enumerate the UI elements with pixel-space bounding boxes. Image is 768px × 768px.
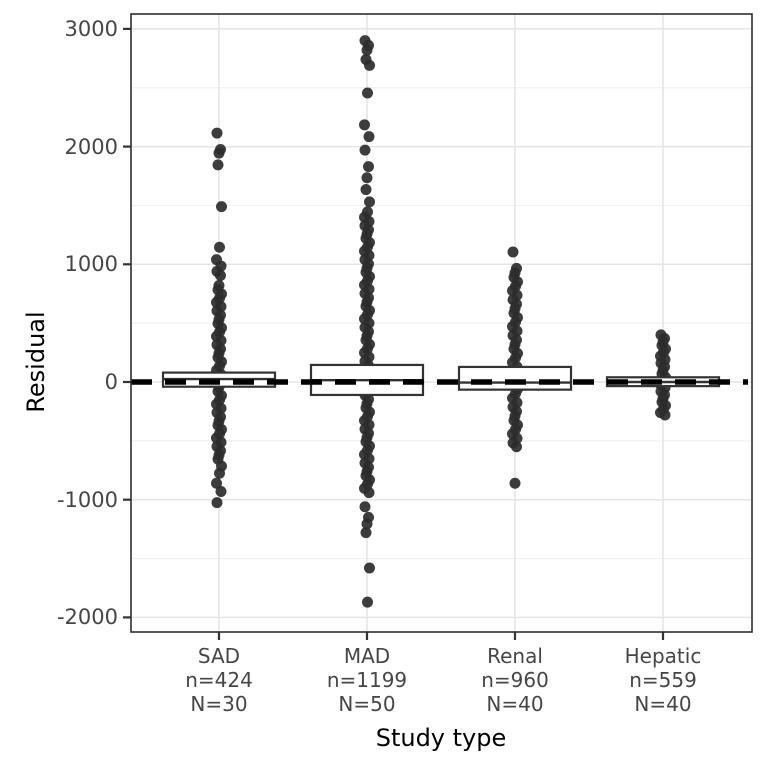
x-axis-title: Study type [375,724,507,752]
x-category-label: SAD n=424 N=30 [144,644,294,716]
x-category-label: MAD n=1199 N=50 [292,644,442,716]
data-point [507,246,519,258]
data-point [363,161,374,173]
category-n-count: n=960 [481,668,549,692]
category-N-count: N=40 [634,692,692,716]
data-point [359,144,371,156]
data-point [659,409,671,421]
data-point [364,196,375,208]
data-point [214,467,225,479]
data-point [363,131,375,143]
data-point [509,477,521,489]
data-point [215,269,226,281]
data-point [211,497,223,509]
x-category-label: Renal n=960 N=40 [440,644,590,716]
y-tick-label: -2000 [56,605,118,630]
data-point [211,477,222,489]
data-point [213,147,225,159]
category-n-count: n=424 [185,668,253,692]
y-tick-label: -1000 [56,487,118,512]
y-tick-label: 2000 [64,134,118,159]
data-point [363,487,375,499]
box [457,365,573,391]
category-N-count: N=40 [486,692,544,716]
data-point [364,562,375,574]
category-name: SAD [197,644,241,668]
data-point [212,159,224,171]
y-tick-label: 1000 [64,252,118,277]
data-point [216,201,227,213]
data-point [511,441,522,453]
category-name: MAD [343,644,391,668]
data-point [361,172,373,184]
data-point [215,485,227,497]
category-name: Renal [487,644,543,668]
data-point [362,596,373,608]
data-point [359,119,370,131]
x-category-label: Hepatic n=559 N=40 [588,644,738,716]
category-name: Hepatic [624,644,702,668]
data-point [362,87,373,99]
y-axis-title: Residual [22,311,50,413]
data-point [361,44,373,56]
category-N-count: N=50 [338,692,396,716]
data-point [214,241,225,253]
category-n-count: n=559 [629,668,697,692]
data-point [360,527,372,539]
category-N-count: N=30 [190,692,248,716]
data-point [359,501,371,513]
data-point [360,184,372,196]
y-tick-label: 0 [104,370,118,394]
y-tick-label: 3000 [64,16,118,41]
panel-border [130,13,753,633]
data-point [364,59,375,71]
data-point [211,127,223,139]
data-point [361,518,373,530]
category-n-count: n=1199 [326,668,408,692]
